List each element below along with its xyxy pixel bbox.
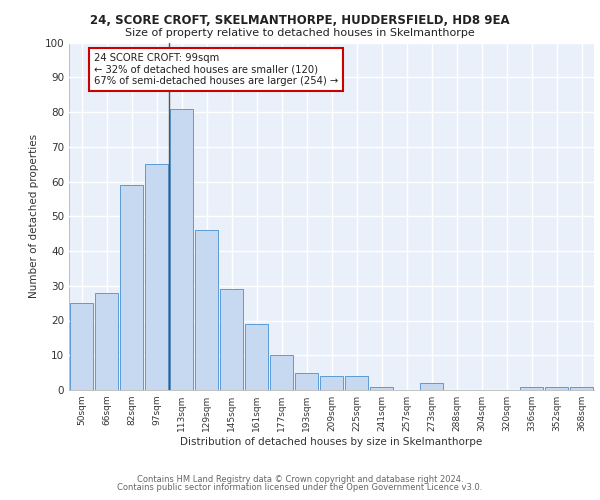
X-axis label: Distribution of detached houses by size in Skelmanthorpe: Distribution of detached houses by size … (181, 437, 482, 447)
Bar (520, 386, 544, 390)
Bar (370, 386, 394, 390)
Bar (545, 386, 568, 390)
Bar (194, 230, 218, 390)
Bar (95, 292, 118, 390)
Text: Contains HM Land Registry data © Crown copyright and database right 2024.: Contains HM Land Registry data © Crown c… (137, 475, 463, 484)
Bar (245, 324, 268, 390)
Bar (320, 376, 343, 390)
Bar (269, 355, 293, 390)
Text: Size of property relative to detached houses in Skelmanthorpe: Size of property relative to detached ho… (125, 28, 475, 38)
Bar (70, 303, 94, 390)
Bar (220, 289, 244, 390)
Y-axis label: Number of detached properties: Number of detached properties (29, 134, 39, 298)
Bar (569, 386, 593, 390)
Text: Contains public sector information licensed under the Open Government Licence v3: Contains public sector information licen… (118, 484, 482, 492)
Bar (145, 164, 169, 390)
Bar (344, 376, 368, 390)
Bar (119, 185, 143, 390)
Bar (295, 372, 319, 390)
Text: 24, SCORE CROFT, SKELMANTHORPE, HUDDERSFIELD, HD8 9EA: 24, SCORE CROFT, SKELMANTHORPE, HUDDERSF… (90, 14, 510, 27)
Bar (419, 383, 443, 390)
Text: 24 SCORE CROFT: 99sqm
← 32% of detached houses are smaller (120)
67% of semi-det: 24 SCORE CROFT: 99sqm ← 32% of detached … (94, 53, 338, 86)
Bar (170, 108, 193, 390)
